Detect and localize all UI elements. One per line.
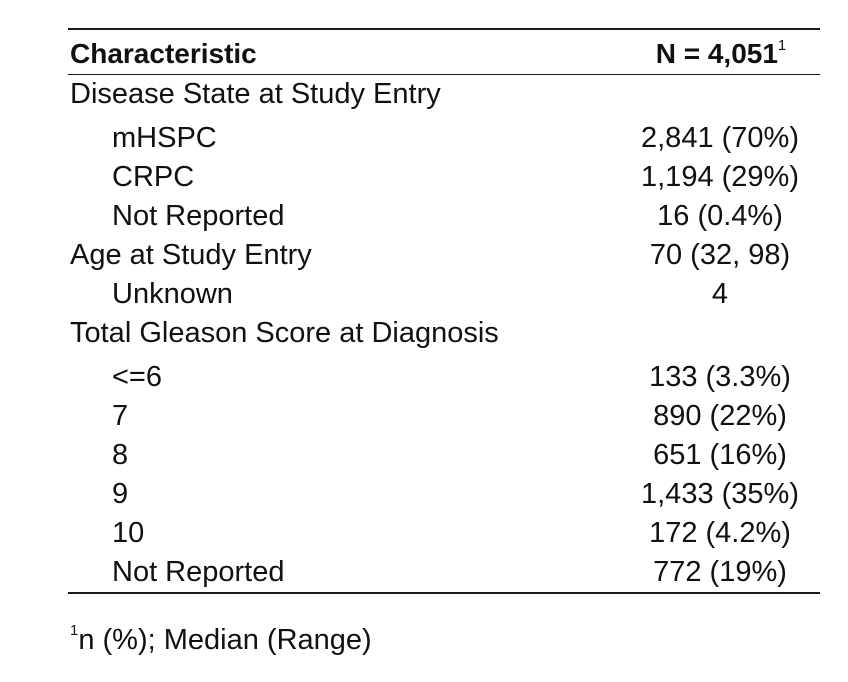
top-rule [68, 28, 820, 30]
row-label: 8 [112, 439, 129, 471]
table-row: 10 172 (4.2%) [68, 514, 820, 553]
row-label: Total Gleason Score at Diagnosis [70, 317, 499, 349]
row-value: 1,194 (29%) [641, 161, 799, 193]
table-row: Unknown 4 [68, 275, 820, 314]
summary-table: Characteristic N = 4,0511 Disease State … [68, 28, 820, 594]
table-row: 7 890 (22%) [68, 397, 820, 436]
table-row: Disease State at Study Entry [68, 75, 820, 119]
row-value: 772 (19%) [653, 556, 787, 588]
table-row: CRPC 1,194 (29%) [68, 158, 820, 197]
row-label: 10 [112, 517, 145, 549]
row-label: Disease State at Study Entry [70, 78, 441, 110]
row-value: 172 (4.2%) [649, 517, 791, 549]
row-value: 16 (0.4%) [657, 200, 783, 232]
table-row: Not Reported 772 (19%) [68, 553, 820, 592]
row-label: mHSPC [112, 122, 217, 154]
row-label: Not Reported [112, 556, 285, 588]
table-footnote: 1n (%); Median (Range) [70, 620, 372, 660]
table-row: mHSPC 2,841 (70%) [68, 119, 820, 158]
row-label: Not Reported [112, 200, 285, 232]
table-row: <=6 133 (3.3%) [68, 358, 820, 397]
row-label: Unknown [112, 278, 233, 310]
bottom-rule [68, 592, 820, 594]
table-row: Age at Study Entry 70 (32, 98) [68, 236, 820, 275]
header-rule [68, 74, 820, 75]
row-value: 133 (3.3%) [649, 361, 791, 393]
row-value: 890 (22%) [653, 400, 787, 432]
row-label: <=6 [112, 361, 162, 393]
footnote-text: n (%); Median (Range) [78, 624, 372, 656]
header-n-footnote-marker: 1 [777, 37, 787, 54]
header-characteristic: Characteristic [70, 38, 257, 69]
row-label: CRPC [112, 161, 195, 193]
row-value: 70 (32, 98) [649, 239, 791, 271]
row-label: Age at Study Entry [70, 239, 312, 271]
footnote-marker: 1 [70, 622, 79, 639]
table-row: Total Gleason Score at Diagnosis [68, 314, 820, 358]
row-value: 2,841 (70%) [641, 122, 799, 154]
table-row: 8 651 (16%) [68, 436, 820, 475]
row-label: 7 [112, 400, 129, 432]
row-label: 9 [112, 478, 129, 510]
table-row: Not Reported 16 (0.4%) [68, 197, 820, 236]
row-value: 651 (16%) [653, 439, 787, 471]
table-header-row: Characteristic N = 4,0511 [68, 30, 820, 74]
table-row: 9 1,433 (35%) [68, 475, 820, 514]
header-n: N = 4,0511 [616, 30, 826, 78]
row-value: 1,433 (35%) [641, 478, 799, 510]
row-value: 4 [711, 278, 729, 310]
header-n-label: N = 4,051 [655, 38, 778, 69]
